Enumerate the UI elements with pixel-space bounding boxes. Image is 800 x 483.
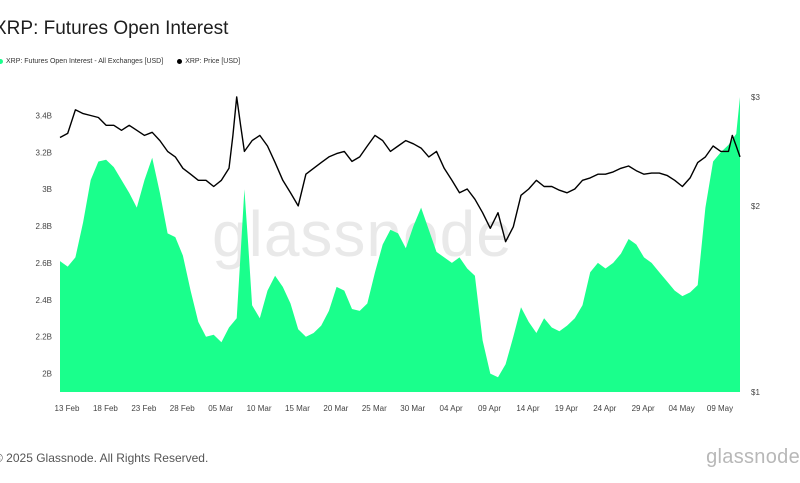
x-axis-tick-label: 25 Mar xyxy=(362,404,387,413)
left-axis-tick-label: 2.2B xyxy=(36,333,52,342)
open-interest-area xyxy=(60,97,740,392)
left-axis-tick-label: 3.2B xyxy=(36,148,52,157)
chart-title: XRP: Futures Open Interest xyxy=(0,18,229,39)
price-line xyxy=(59,96,741,243)
x-axis-tick-label: 19 Apr xyxy=(555,404,578,413)
x-axis-tick-label: 23 Feb xyxy=(131,404,156,413)
x-axis-tick-label: 20 Mar xyxy=(323,404,348,413)
right-axis-tick-label: $2 xyxy=(751,202,760,211)
left-axis-tick-label: 2.6B xyxy=(36,259,52,268)
left-axis-tick-label: 3B xyxy=(42,185,52,194)
brand-logo-text: glassnode xyxy=(706,446,800,468)
x-axis-tick-label: 28 Feb xyxy=(170,404,195,413)
x-axis-tick-label: 18 Feb xyxy=(93,404,118,413)
chart-legend: XRP: Futures Open Interest - All Exchang… xyxy=(0,58,240,65)
legend-item-price[interactable]: XRP: Price [USD] xyxy=(177,58,240,65)
right-axis-tick-label: $1 xyxy=(751,388,760,397)
legend-item-open-interest[interactable]: XRP: Futures Open Interest - All Exchang… xyxy=(0,58,163,65)
x-axis-tick-label: 10 Mar xyxy=(247,404,272,413)
x-axis-tick-label: 30 Mar xyxy=(400,404,425,413)
legend-dot-open-interest xyxy=(0,59,3,64)
x-axis-tick-label: 24 Apr xyxy=(593,404,616,413)
left-axis-tick-label: 2.4B xyxy=(36,296,52,305)
x-axis-tick-label: 04 Apr xyxy=(440,404,463,413)
x-axis-tick-label: 13 Feb xyxy=(55,404,80,413)
x-axis-tick-label: 09 May xyxy=(707,404,733,413)
x-axis-tick-label: 09 Apr xyxy=(478,404,501,413)
right-axis-tick-label: $3 xyxy=(751,93,760,102)
x-axis-tick-label: 29 Apr xyxy=(632,404,655,413)
x-axis-tick-label: 04 May xyxy=(668,404,694,413)
x-axis-tick-label: 15 Mar xyxy=(285,404,310,413)
x-axis-tick-label: 14 Apr xyxy=(516,404,539,413)
legend-dot-price xyxy=(177,59,183,64)
left-axis-tick-label: 2.8B xyxy=(36,222,52,231)
legend-label-price: XRP: Price [USD] xyxy=(185,58,241,65)
left-axis-tick-label: 3.4B xyxy=(36,111,52,120)
x-axis-tick-label: 05 Mar xyxy=(208,404,233,413)
left-axis-tick-label: 2B xyxy=(42,370,52,379)
legend-label-open-interest: XRP: Futures Open Interest - All Exchang… xyxy=(6,58,164,65)
copyright-text: © 2025 Glassnode. All Rights Reserved. xyxy=(0,451,209,465)
